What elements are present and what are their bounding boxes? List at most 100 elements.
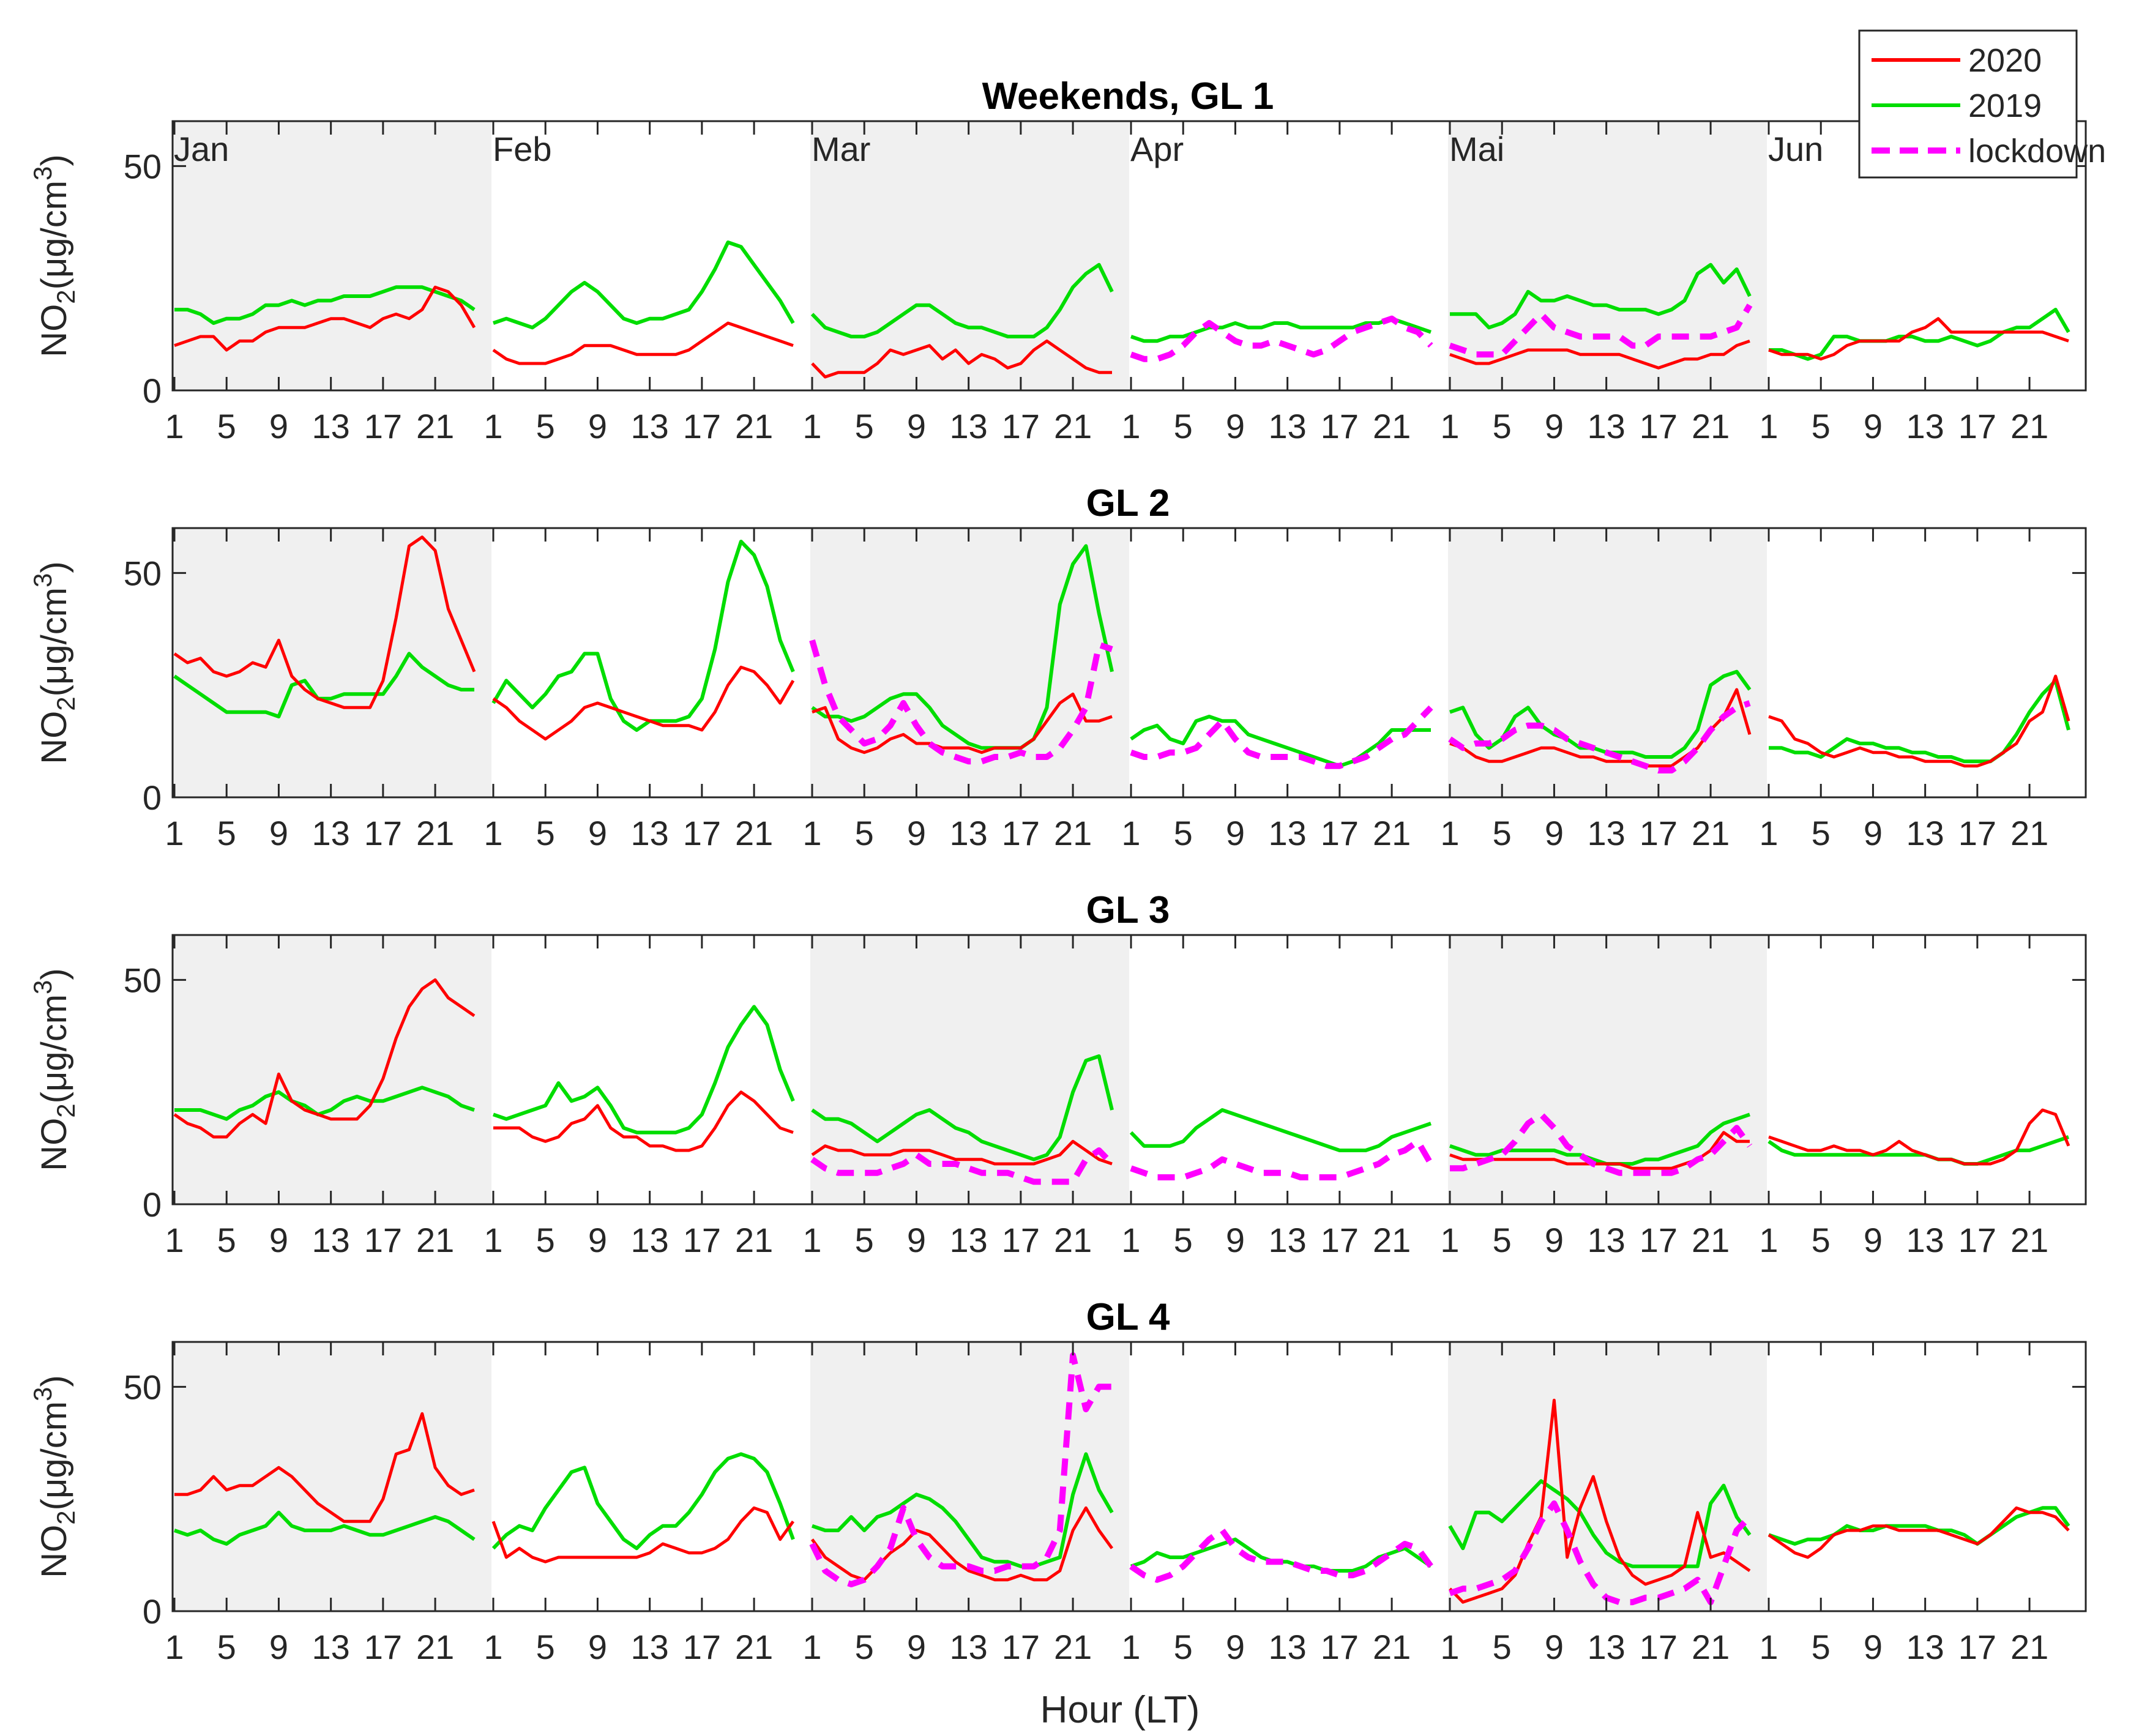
series-2020-jun bbox=[1767, 1506, 2070, 1559]
series-2020-jan bbox=[174, 285, 476, 352]
x-tick-label: 17 bbox=[1958, 407, 1996, 445]
series-2019-mar bbox=[812, 1452, 1114, 1568]
x-tick-label: 13 bbox=[312, 1221, 350, 1259]
x-tick-label: 13 bbox=[1269, 1628, 1307, 1666]
x-tick-label: 5 bbox=[536, 814, 555, 852]
series-2020-jun bbox=[1768, 317, 2069, 361]
y-axis-label-sub: 2 bbox=[51, 289, 80, 304]
x-tick-label: 1 bbox=[1759, 407, 1778, 445]
series-2019-mar bbox=[810, 263, 1114, 338]
series-2019-mar bbox=[811, 544, 1114, 750]
shade-mai bbox=[1448, 121, 1767, 390]
x-tick-label: 21 bbox=[1692, 814, 1730, 852]
x-tick-label: 13 bbox=[1588, 814, 1626, 852]
y-axis-label-unit: (μg/cm bbox=[34, 587, 74, 696]
y-axis-label-main: NO bbox=[34, 711, 74, 764]
x-tick-label: 9 bbox=[1545, 1628, 1564, 1666]
x-tick-label: 13 bbox=[1269, 407, 1307, 445]
x-tick-label: 9 bbox=[1545, 1221, 1564, 1259]
series-2019-jun bbox=[1769, 308, 2070, 361]
x-tick-label: 17 bbox=[1321, 407, 1359, 445]
y-tick-label: 50 bbox=[124, 961, 162, 999]
series-2020-feb bbox=[492, 321, 794, 365]
series-2020-jan bbox=[174, 1412, 475, 1523]
x-tick-label: 17 bbox=[1958, 1221, 1996, 1259]
y-axis-label-sup: 3 bbox=[28, 166, 57, 181]
month-label-jan: Jan bbox=[174, 130, 229, 168]
x-tick-label: 1 bbox=[1440, 814, 1459, 852]
series-2020-feb bbox=[493, 1090, 794, 1152]
x-tick-label: 1 bbox=[1759, 1221, 1778, 1259]
x-tick-label: 13 bbox=[631, 1628, 669, 1666]
series-lockdown-apr bbox=[1130, 705, 1433, 769]
x-tick-label: 1 bbox=[1121, 1221, 1140, 1259]
y-axis-label-unit: (μg/cm bbox=[34, 181, 74, 289]
series-2019-apr bbox=[1130, 715, 1431, 768]
x-tick-label: 5 bbox=[1174, 407, 1193, 445]
x-tick-label: 21 bbox=[735, 814, 773, 852]
series-2020-mai bbox=[1449, 1398, 1751, 1604]
x-tick-label: 17 bbox=[683, 814, 721, 852]
x-tick-label: 1 bbox=[483, 407, 502, 445]
series-2020-mai bbox=[1449, 339, 1750, 370]
x-axis-label: Hour (LT) bbox=[1040, 1689, 1200, 1731]
x-tick-label: 9 bbox=[907, 814, 926, 852]
x-tick-label: 17 bbox=[1002, 1628, 1040, 1666]
shade-jan bbox=[173, 935, 491, 1204]
x-tick-label: 5 bbox=[1493, 1628, 1512, 1666]
series-2019-jun bbox=[1769, 679, 2070, 764]
panel-title: GL 4 bbox=[1086, 1296, 1170, 1338]
x-tick-label: 21 bbox=[416, 814, 454, 852]
series-2019-jan bbox=[173, 652, 474, 718]
x-tick-label: 9 bbox=[1864, 407, 1883, 445]
x-tick-label: 17 bbox=[364, 814, 402, 852]
month-label-apr: Apr bbox=[1130, 130, 1184, 168]
y-tick-label: 50 bbox=[124, 554, 162, 592]
x-tick-label: 13 bbox=[631, 1221, 669, 1259]
series-2019-mai bbox=[1450, 263, 1752, 330]
x-tick-label: 17 bbox=[1321, 1628, 1359, 1666]
x-tick-label: 13 bbox=[1906, 1628, 1944, 1666]
y-axis-label: NO2(μg/cm3) bbox=[28, 561, 80, 764]
x-tick-label: 17 bbox=[364, 407, 402, 445]
x-tick-label: 9 bbox=[1864, 1221, 1883, 1259]
panel-title: GL 3 bbox=[1086, 889, 1170, 931]
shade-jan bbox=[173, 121, 491, 390]
x-tick-label: 13 bbox=[1906, 407, 1944, 445]
x-tick-label: 21 bbox=[416, 1221, 454, 1259]
axes-box bbox=[171, 934, 2087, 1205]
x-tick-label: 9 bbox=[1226, 407, 1245, 445]
x-tick-label: 1 bbox=[165, 1628, 184, 1666]
series-2020-jan bbox=[173, 535, 476, 709]
month-label-mai: Mai bbox=[1449, 130, 1504, 168]
y-axis-label-sub: 2 bbox=[51, 1103, 80, 1117]
x-tick-label: 17 bbox=[1640, 407, 1678, 445]
x-tick-label: 1 bbox=[802, 1628, 821, 1666]
x-tick-label: 17 bbox=[683, 1628, 721, 1666]
axes-box bbox=[171, 120, 2087, 392]
y-axis-label-main: NO bbox=[34, 304, 74, 357]
x-tick-label: 5 bbox=[1812, 1221, 1831, 1259]
x-tick-label: 17 bbox=[1321, 1221, 1359, 1259]
x-tick-label: 5 bbox=[536, 1628, 555, 1666]
x-tick-label: 13 bbox=[950, 407, 988, 445]
x-tick-label: 9 bbox=[588, 1221, 607, 1259]
x-tick-label: 13 bbox=[1906, 814, 1944, 852]
x-tick-label: 17 bbox=[364, 1628, 402, 1666]
y-axis-label-sub: 2 bbox=[51, 1510, 80, 1524]
panel-title: GL 2 bbox=[1086, 482, 1170, 524]
legend: 2020 2019 lockdown bbox=[1858, 29, 2106, 179]
x-tick-label: 21 bbox=[1373, 1221, 1411, 1259]
series-lockdown-apr bbox=[1129, 1527, 1434, 1583]
legend-label-2019: 2019 bbox=[1968, 88, 2042, 124]
y-tick-label: 50 bbox=[124, 147, 162, 185]
y-tick-label: 50 bbox=[124, 1368, 162, 1406]
y-axis-label-sub: 2 bbox=[51, 696, 80, 710]
x-tick-label: 5 bbox=[536, 407, 555, 445]
y-tick-label: 0 bbox=[143, 1592, 162, 1631]
x-tick-label: 13 bbox=[1269, 814, 1307, 852]
x-tick-label: 9 bbox=[588, 814, 607, 852]
x-tick-label: 1 bbox=[1440, 1628, 1459, 1666]
